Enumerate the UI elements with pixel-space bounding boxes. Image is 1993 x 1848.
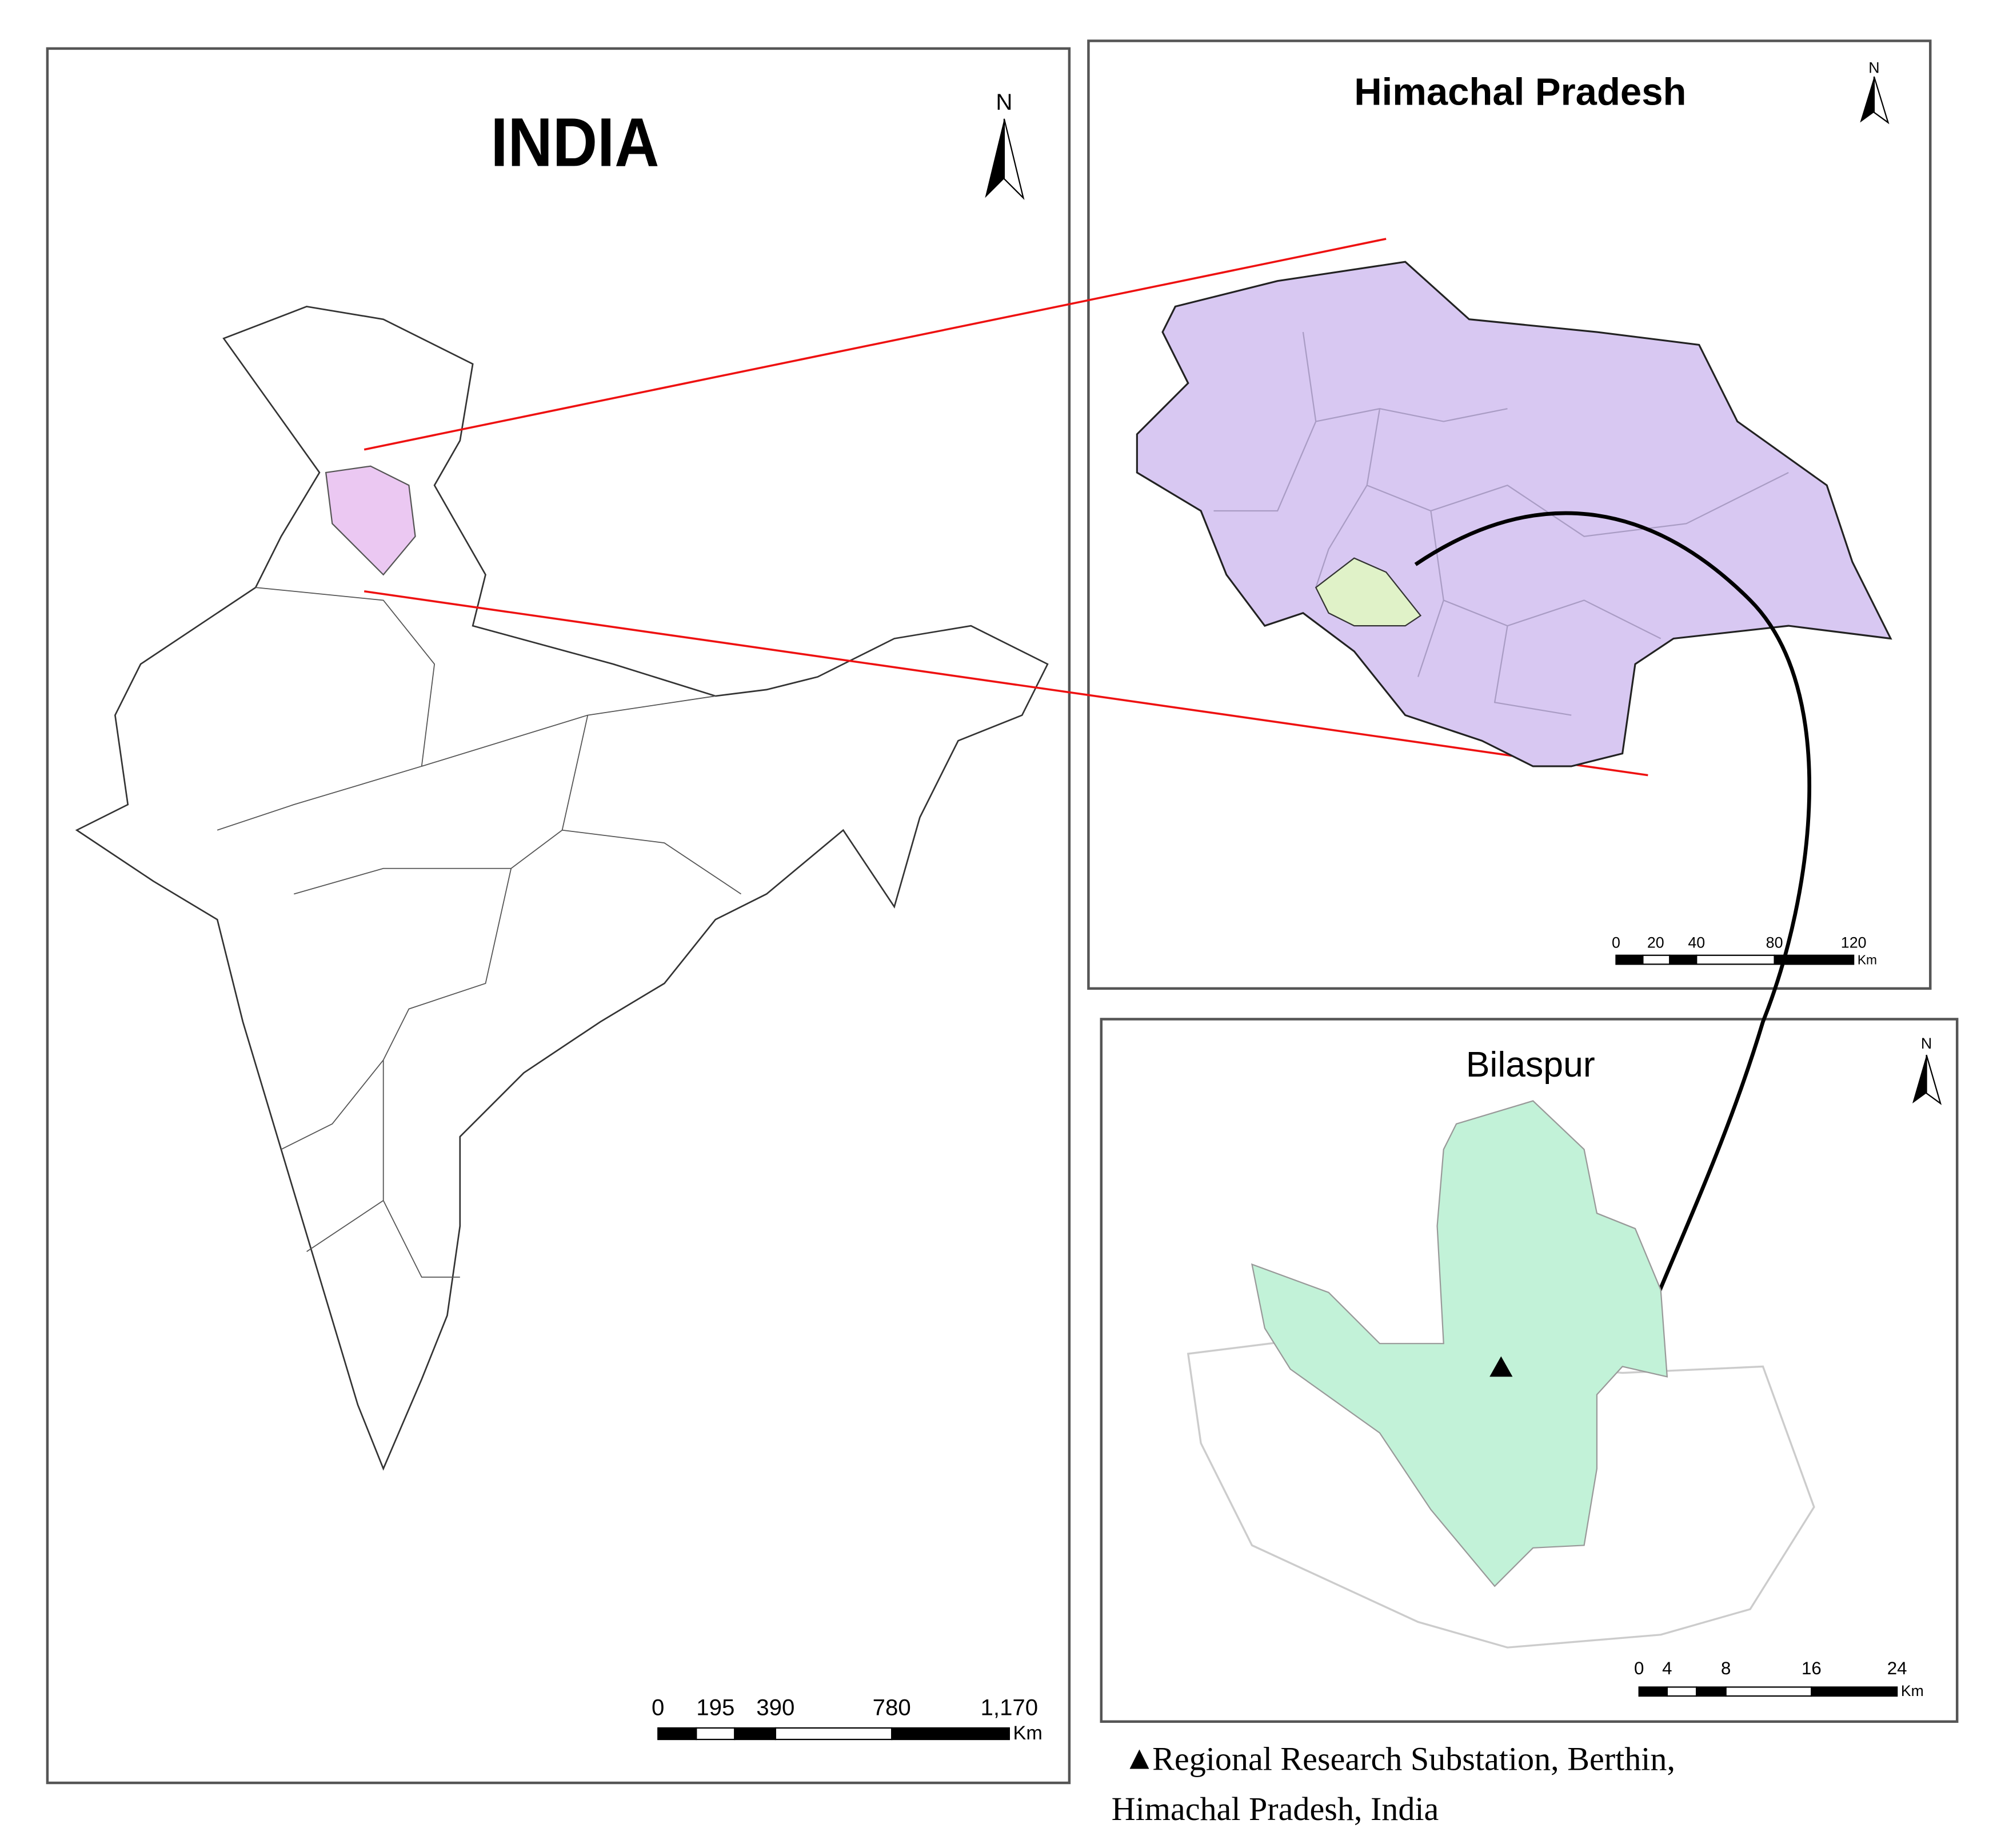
scale-label: 40 <box>1688 934 1705 951</box>
scale-label: 390 <box>756 1695 794 1721</box>
scale-unit: Km <box>1858 952 1877 967</box>
north-label: N <box>1868 59 1879 76</box>
scale-label: 780 <box>873 1695 911 1721</box>
scale-label: 1,170 <box>981 1695 1039 1721</box>
map-title: Himachal Pradesh <box>1354 70 1686 113</box>
map-title: INDIA <box>490 104 659 181</box>
india-frame <box>46 47 1071 1785</box>
scale-label: 120 <box>1841 934 1867 951</box>
scale-label: 8 <box>1721 1658 1731 1678</box>
scale-label: 20 <box>1647 934 1664 951</box>
state-borders <box>217 587 742 1278</box>
legend-symbol: ▲ <box>1123 1739 1156 1776</box>
zoom-line <box>364 238 1387 451</box>
scale-label: 195 <box>696 1695 734 1721</box>
zoom-curve <box>1414 511 1812 1367</box>
india-outline <box>75 306 1049 1471</box>
bilaspur-highlight <box>1315 557 1422 627</box>
bilaspur-outline <box>1251 1100 1668 1587</box>
district-borders <box>1213 331 1789 716</box>
scale-label: 4 <box>1662 1658 1672 1678</box>
zoom-line <box>364 590 1648 777</box>
map-title: Bilaspur <box>1466 1045 1595 1085</box>
legend-text: Himachal Pradesh, India <box>1112 1790 1439 1827</box>
himachal-frame <box>1087 39 1932 990</box>
north-label: N <box>1921 1035 1932 1052</box>
scale-label: 80 <box>1766 934 1783 951</box>
himachal-highlight <box>325 465 416 576</box>
scale-label: 16 <box>1802 1658 1822 1678</box>
scale-unit: Km <box>1901 1682 1924 1699</box>
scale-unit: Km <box>1013 1722 1043 1744</box>
north-label: N <box>996 89 1012 115</box>
scale-label: 0 <box>652 1695 664 1721</box>
scale-bar <box>657 954 1898 1741</box>
site-marker <box>1489 1356 1513 1377</box>
scale-label: 0 <box>1612 934 1620 951</box>
bilaspur-frame <box>1100 1018 1959 1723</box>
himachal-outline <box>1136 261 1892 767</box>
scale-label: 0 <box>1634 1658 1644 1678</box>
legend-text: Regional Research Substation, Berthin, <box>1152 1741 1675 1778</box>
scale-label: 24 <box>1887 1658 1907 1678</box>
